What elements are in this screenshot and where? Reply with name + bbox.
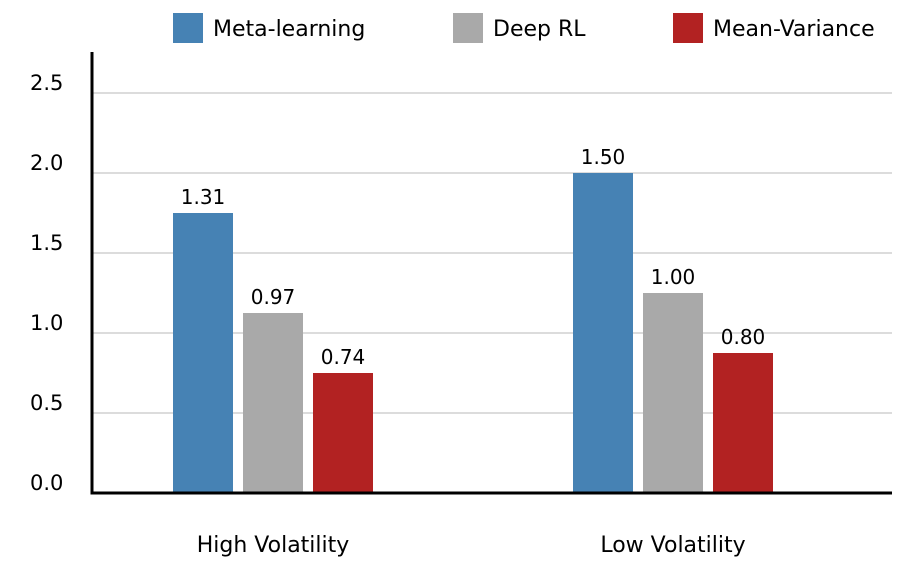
data-label: 1.00 bbox=[651, 265, 696, 289]
legend-label: Meta-learning bbox=[213, 17, 365, 42]
bar bbox=[573, 173, 633, 493]
bar bbox=[643, 293, 703, 493]
y-tick-label: 0.5 bbox=[30, 391, 63, 415]
category-labels: High Volatility Low Volatility bbox=[197, 533, 746, 558]
data-label: 1.50 bbox=[581, 145, 626, 169]
y-tick-label: 0.0 bbox=[30, 471, 63, 495]
data-label: 0.80 bbox=[721, 325, 766, 349]
legend-label: Deep RL bbox=[493, 17, 586, 42]
y-axis-ticks: 0.0 0.5 1.0 1.5 2.0 2.5 bbox=[30, 71, 63, 495]
x-category-label: High Volatility bbox=[197, 533, 350, 558]
bar bbox=[173, 213, 233, 493]
legend-label: Mean-Variance bbox=[713, 17, 875, 42]
bar bbox=[313, 373, 373, 493]
bar bbox=[243, 313, 303, 493]
legend-swatch bbox=[173, 13, 203, 43]
y-tick-label: 2.0 bbox=[30, 151, 63, 175]
data-label: 0.74 bbox=[321, 345, 366, 369]
data-label: 1.31 bbox=[181, 185, 226, 209]
bars bbox=[173, 173, 773, 493]
y-tick-label: 2.5 bbox=[30, 71, 63, 95]
y-tick-label: 1.5 bbox=[30, 231, 63, 255]
x-category-label: Low Volatility bbox=[600, 533, 745, 558]
legend-swatch bbox=[673, 13, 703, 43]
data-label: 0.97 bbox=[251, 285, 296, 309]
legend-swatch bbox=[453, 13, 483, 43]
bar bbox=[713, 353, 773, 493]
y-tick-label: 1.0 bbox=[30, 311, 63, 335]
legend: Meta-learning Deep RL Mean-Variance bbox=[173, 13, 875, 43]
data-labels: 1.31 0.97 0.74 1.50 1.00 0.80 bbox=[181, 145, 766, 369]
